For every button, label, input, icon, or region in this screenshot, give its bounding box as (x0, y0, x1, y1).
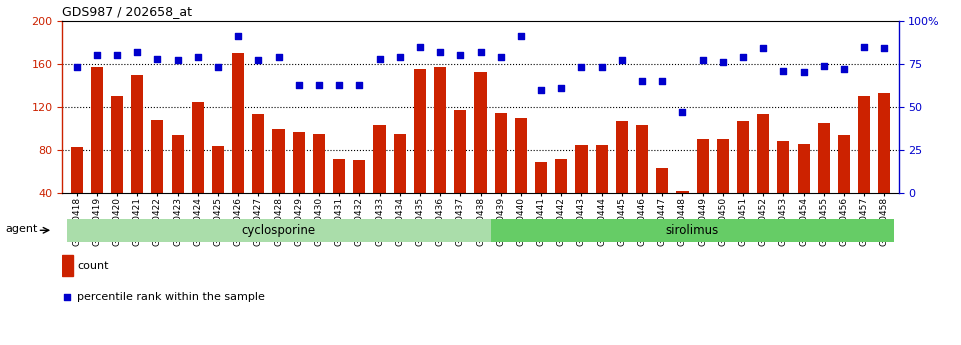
Point (493, 54, 508, 60)
Point (453, 52, 468, 58)
Text: count: count (77, 261, 109, 271)
Bar (495, 114, 506, 236)
Bar (62, 255, 73, 276)
Point (836, 66, 851, 72)
Text: cyclosporine: cyclosporine (241, 224, 315, 237)
Point (856, 44, 872, 49)
Point (614, 58, 629, 63)
Point (210, 65, 226, 70)
Point (291, 82, 307, 87)
Bar (737, 121, 749, 236)
Bar (434, 67, 446, 236)
Point (89, 52, 105, 58)
Point (251, 58, 266, 63)
Text: GDS987 / 202658_at: GDS987 / 202658_at (62, 5, 192, 18)
Bar (212, 146, 224, 236)
Bar (354, 160, 365, 236)
Bar (596, 145, 607, 236)
Point (675, 109, 690, 115)
Point (271, 54, 286, 60)
Bar (313, 134, 325, 236)
Bar (535, 162, 547, 236)
Bar (253, 115, 264, 236)
Point (60, 294, 75, 299)
Bar (171, 135, 184, 236)
Point (231, 33, 246, 39)
Point (311, 82, 327, 87)
Bar (273, 128, 284, 236)
Bar (70, 147, 83, 236)
Point (816, 63, 831, 68)
Point (170, 58, 185, 63)
Bar (616, 121, 628, 236)
Point (513, 33, 529, 39)
Point (190, 54, 206, 60)
Point (796, 70, 811, 75)
Text: sirolimus: sirolimus (666, 224, 719, 237)
Point (352, 82, 367, 87)
Point (69, 65, 85, 70)
Point (654, 78, 670, 84)
Bar (90, 67, 103, 236)
Bar (697, 139, 708, 236)
Point (372, 56, 387, 61)
Text: percentile rank within the sample: percentile rank within the sample (77, 292, 265, 302)
Bar (858, 96, 871, 236)
Text: agent: agent (5, 224, 37, 234)
Bar (656, 168, 668, 236)
Point (554, 85, 569, 91)
Bar (878, 93, 891, 236)
Bar (798, 144, 810, 236)
Bar (414, 69, 426, 236)
Bar (111, 96, 123, 236)
Point (150, 56, 165, 61)
Bar (677, 191, 688, 236)
Point (876, 46, 892, 51)
Point (755, 46, 771, 51)
Bar (233, 53, 244, 236)
Point (332, 82, 347, 87)
Bar (491, 219, 895, 242)
Point (735, 54, 751, 60)
Point (695, 58, 710, 63)
Bar (515, 118, 527, 236)
Bar (455, 110, 466, 236)
Bar (717, 139, 728, 236)
Point (432, 49, 448, 55)
Bar (293, 132, 305, 236)
Point (392, 54, 407, 60)
Bar (818, 123, 830, 236)
Bar (131, 75, 143, 236)
Bar (475, 72, 486, 236)
Point (594, 65, 609, 70)
Point (130, 49, 145, 55)
Point (776, 68, 791, 73)
Bar (555, 159, 567, 236)
Bar (394, 134, 406, 236)
Bar (757, 115, 770, 236)
Point (634, 78, 650, 84)
Point (412, 44, 428, 49)
Bar (151, 120, 163, 236)
Bar (374, 125, 385, 236)
Bar (838, 135, 850, 236)
Bar (66, 219, 491, 242)
Point (715, 59, 730, 65)
Point (473, 49, 488, 55)
Point (110, 52, 125, 58)
Bar (777, 141, 790, 236)
Point (574, 65, 589, 70)
Bar (191, 101, 204, 236)
Bar (576, 145, 587, 236)
Bar (333, 159, 345, 236)
Bar (636, 125, 648, 236)
Point (533, 87, 549, 92)
